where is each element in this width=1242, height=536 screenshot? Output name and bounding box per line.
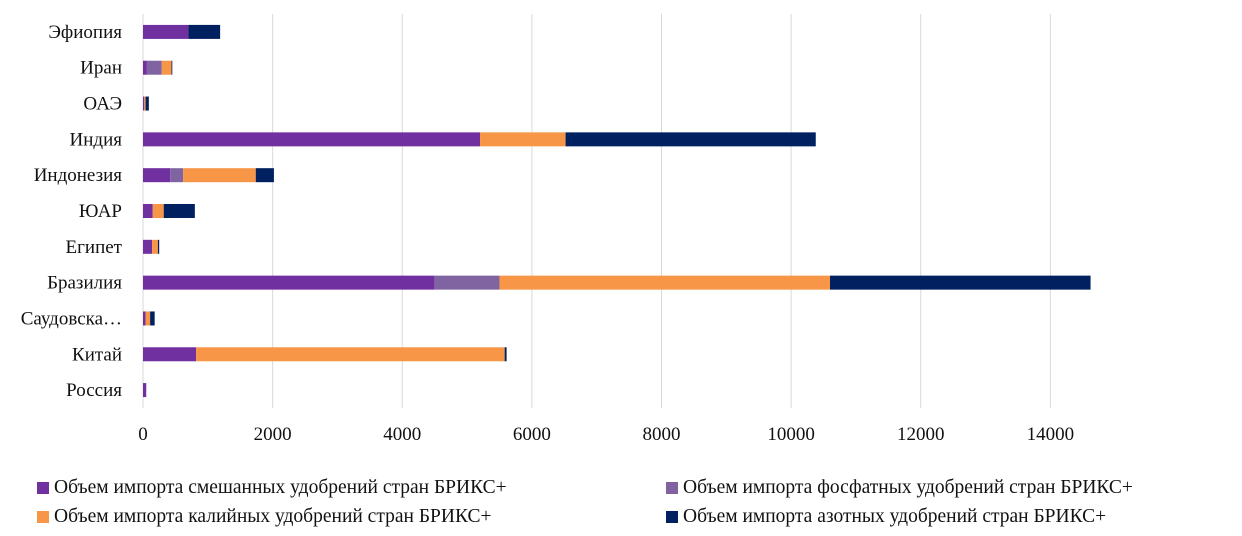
x-tick-label: 10000 <box>767 424 815 445</box>
legend-swatch-nitrogen <box>666 511 678 523</box>
x-tick-label: 12000 <box>897 424 945 445</box>
legend-item-mixed: Объем импорта смешанных удобрений стран … <box>37 477 507 499</box>
y-category-label: Индия <box>70 129 123 150</box>
legend-label-nitrogen: Объем импорта азотных удобрений стран БР… <box>683 506 1107 527</box>
bar-segment <box>143 204 153 218</box>
bar-segment <box>183 168 256 183</box>
bar-segment <box>143 24 189 39</box>
legend-swatch-mixed <box>37 482 49 494</box>
y-axis-labels: Эфиопия Иран ОАЭ Индия Индонезия ЮАР Египет Бра… <box>21 22 123 401</box>
legend: Объем импорта смешанных удобрений стран … <box>0 470 1242 536</box>
bar-segment <box>145 96 149 111</box>
x-tick-label: 14000 <box>1027 424 1075 445</box>
y-category-label: ЮАР <box>79 201 122 222</box>
bar-segment <box>196 347 505 362</box>
bars <box>143 24 1091 398</box>
bar-segment <box>143 275 435 290</box>
bar-segment <box>170 168 184 183</box>
x-tick-label: 4000 <box>383 424 421 445</box>
bar-segment <box>143 239 153 254</box>
y-category-label: Иран <box>80 58 122 79</box>
bar-segment <box>144 96 146 111</box>
y-category-label: Россия <box>66 380 122 401</box>
bar-segment <box>565 132 816 147</box>
x-tick-label: 0 <box>138 424 148 445</box>
bar-segment <box>145 311 151 326</box>
gridlines <box>142 14 1051 408</box>
bar-segment <box>152 239 158 254</box>
x-axis-labels: 0 2000 4000 6000 8000 10000 12000 14000 <box>138 424 1074 445</box>
bar-segment <box>143 168 171 183</box>
y-category-label: Индонезия <box>34 165 123 186</box>
y-category-label: ОАЭ <box>83 94 122 115</box>
legend-label-mixed: Объем импорта смешанных удобрений стран … <box>54 477 507 498</box>
bar-segment <box>143 60 147 75</box>
bar-segment <box>480 132 566 147</box>
legend-label-phosphate: Объем импорта фосфатных удобрений стран … <box>683 477 1133 498</box>
x-tick-label: 2000 <box>254 424 292 445</box>
y-category-label: Саудовска… <box>21 308 122 329</box>
x-tick-label: 8000 <box>643 424 681 445</box>
legend-label-potash: Объем импорта калийных удобрений стран Б… <box>54 506 492 527</box>
bar-segment <box>171 60 173 75</box>
bar-segment <box>434 275 500 290</box>
y-category-label: Эфиопия <box>48 22 122 43</box>
y-category-label: Египет <box>66 237 123 258</box>
bar-segment <box>143 96 145 111</box>
legend-item-nitrogen: Объем импорта азотных удобрений стран БР… <box>666 506 1106 528</box>
bar-segment <box>830 275 1091 290</box>
y-category-label: Бразилия <box>47 273 122 294</box>
bar-segment <box>143 347 197 362</box>
bar-segment <box>504 347 507 362</box>
legend-swatch-potash <box>37 511 49 523</box>
bar-segment <box>161 60 172 75</box>
bar-segment <box>143 311 146 326</box>
bar-segment <box>255 168 274 183</box>
bar-segment <box>143 132 481 147</box>
bar-segment <box>146 60 162 75</box>
legend-item-potash: Объем импорта калийных удобрений стран Б… <box>37 506 491 528</box>
y-category-label: Китай <box>72 344 122 365</box>
stacked-bar-chart: Эфиопия Иран ОАЭ Индия Индонезия ЮАР Египет Бра… <box>21 14 1091 445</box>
legend-swatch-phosphate <box>666 482 678 494</box>
bar-segment <box>157 239 160 254</box>
bar-segment <box>143 383 147 398</box>
bar-segment <box>150 311 155 326</box>
bar-segment <box>152 204 164 218</box>
bar-segment <box>188 24 221 39</box>
bar-segment <box>163 204 195 218</box>
legend-item-phosphate: Объем импорта фосфатных удобрений стран … <box>666 477 1133 499</box>
bar-segment <box>499 275 831 290</box>
x-tick-label: 6000 <box>513 424 551 445</box>
